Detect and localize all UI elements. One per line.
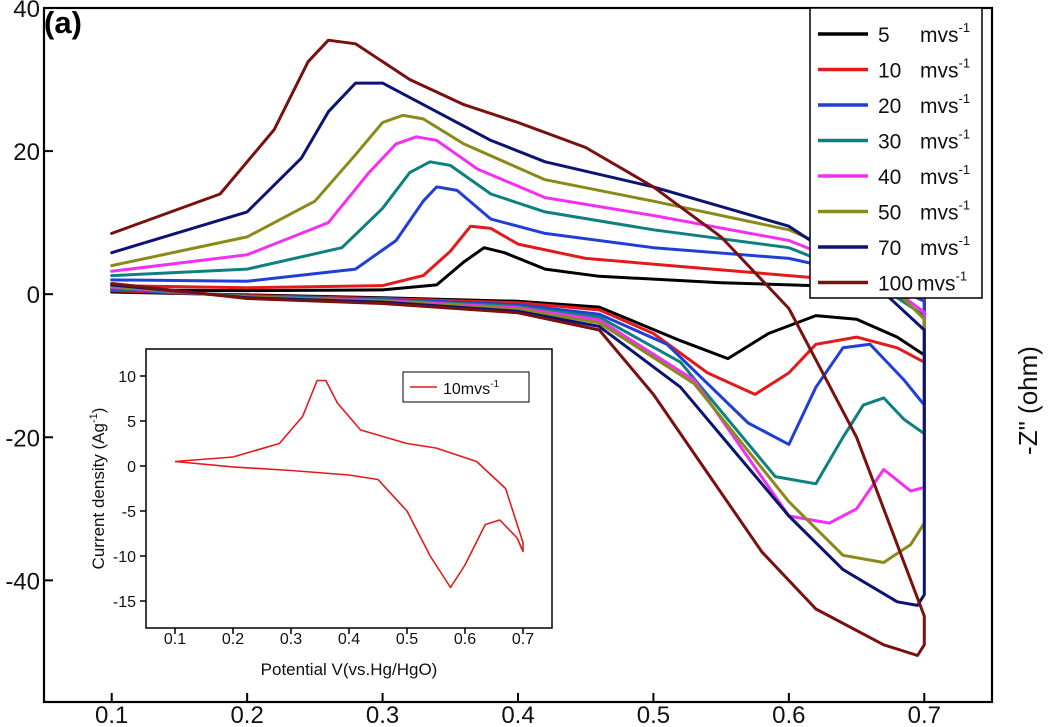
main-x-tick-label: 0.3: [366, 702, 399, 727]
inset-x-axis-label: Potential V(vs.Hg/HgO): [261, 660, 438, 679]
main-legend: 5 mvs-1 10 mvs-1 20 mvs-1 30 mvs-1 40 mvs-1 50 mvs-…: [809, 7, 983, 299]
panel-label: (a): [44, 5, 82, 40]
main-x-tick-label: 0.7: [908, 702, 941, 727]
inset-y-tick-label: -10: [113, 549, 136, 566]
main-y-tick-label: -40: [5, 568, 40, 595]
inset-y-tick-label: 5: [127, 414, 136, 431]
legend-box: [809, 7, 983, 299]
main-series-group: [110, 38, 926, 657]
inset-y-axis-label: Current density (Ag-1): [88, 408, 108, 570]
legend-label: 100 mvs-1: [878, 269, 967, 296]
legend-label: 10 mvs-1: [878, 56, 970, 83]
legend-label: 50 mvs-1: [878, 198, 970, 225]
inset-y-tick-label: 0: [127, 459, 136, 476]
inset-series-line: [174, 379, 524, 589]
inset-x-tick-label: 0.6: [454, 631, 476, 648]
inset-plot: 0.1 0.2 0.3 0.4 0.5 0.6 0.7 10 5 0 -5 -10 -15 Potenti…: [78, 340, 563, 692]
inset-x-tick-label: 0.2: [222, 631, 244, 648]
main-y-tick-label: 20: [13, 139, 40, 166]
main-x-tick-label: 0.1: [95, 702, 128, 727]
series-line-40mvs: [110, 135, 926, 525]
inset-x-tick-label: 0.3: [280, 631, 302, 648]
legend-label: 70 mvs-1: [878, 233, 970, 260]
inset-x-tick-label: 0.1: [164, 631, 186, 648]
main-y-tick-label: -20: [5, 425, 40, 452]
main-y-tick-label: 0: [27, 282, 40, 309]
series-line-70mvs: [110, 81, 926, 607]
inset-y-tick-label: -5: [122, 504, 136, 521]
main-plot-area: 0.1 0.2 0.3 0.4 0.5 0.6 0.7 40 20 0 -20 -40: [5, 0, 994, 727]
inset-legend-label: 10mvs-1: [443, 379, 499, 398]
inset-y-tick-label: -15: [113, 594, 136, 611]
legend-label: 40 mvs-1: [878, 162, 970, 189]
inset-x-tick-label: 0.5: [396, 631, 418, 648]
main-x-tick-label: 0.6: [772, 702, 805, 727]
main-x-tick-label: 0.4: [501, 702, 534, 727]
main-x-tick-label: 0.2: [230, 702, 263, 727]
main-y-tick-label: 40: [13, 0, 40, 23]
series-line-100mvs: [110, 38, 926, 657]
legend-label: 5 mvs-1: [878, 20, 970, 47]
inset-x-tick-label: 0.7: [512, 631, 534, 648]
inset-x-tick-label: 0.4: [338, 631, 360, 648]
inset-y-tick-label: 10: [118, 369, 136, 386]
main-x-tick-label: 0.5: [637, 702, 670, 727]
legend-label: 20 mvs-1: [878, 91, 970, 118]
legend-label: 30 mvs-1: [878, 127, 970, 154]
